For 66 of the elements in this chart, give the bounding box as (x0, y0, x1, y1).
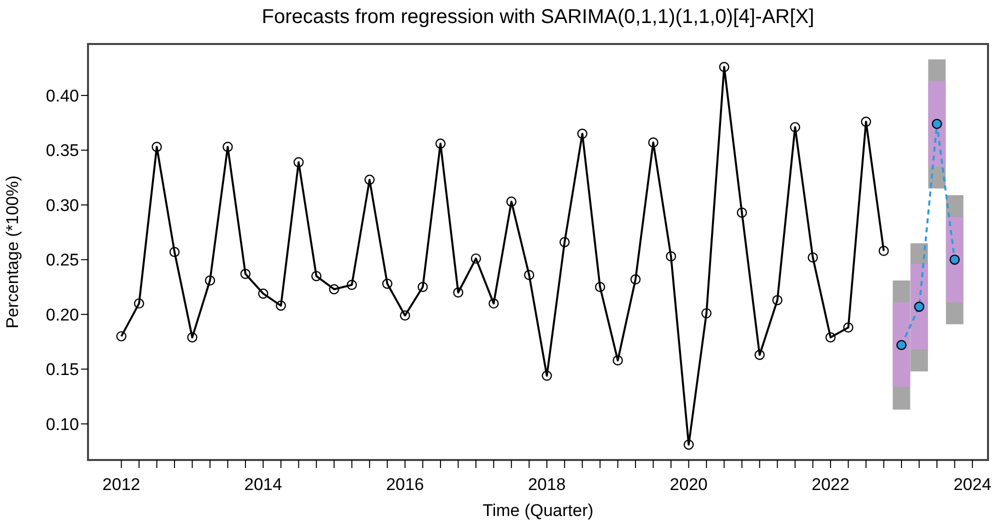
point (896, 340, 907, 350)
point (612, 355, 623, 366)
point (524, 270, 534, 280)
point (754, 350, 765, 360)
point (577, 128, 588, 139)
point (187, 332, 198, 342)
point (222, 142, 233, 152)
point (435, 138, 446, 149)
y-tick-label: 0.35 (46, 141, 79, 160)
point (488, 298, 499, 309)
point (134, 298, 144, 309)
point (914, 302, 924, 312)
point (542, 370, 552, 381)
x-tick-label: 2022 (812, 475, 850, 494)
point (932, 118, 942, 130)
point (559, 237, 570, 248)
x-axis-title: Time (Quarter) (482, 501, 594, 520)
point (666, 251, 676, 262)
point (843, 322, 854, 333)
x-tick-label: 2020 (670, 475, 708, 494)
point (701, 308, 712, 318)
chart-title: Forecasts from regression with SARIMA(0,1,1)(1,1,0)[4]-AR[X] (260, 6, 816, 29)
point (950, 254, 960, 265)
y-tick-label: 0.10 (46, 414, 79, 434)
point (790, 122, 800, 132)
x-tick-label: 2024 (953, 475, 992, 494)
point (878, 246, 889, 256)
x-tick-label: 2016 (386, 475, 424, 494)
point (258, 288, 268, 299)
point (240, 268, 251, 279)
point (860, 116, 872, 127)
point (329, 284, 340, 294)
point (418, 282, 428, 292)
x-tick-label: 2012 (102, 475, 140, 494)
point (684, 440, 694, 450)
point (506, 196, 517, 207)
point (346, 280, 357, 290)
x-tick-label: 2018 (528, 475, 566, 494)
point (594, 282, 606, 292)
point (204, 275, 216, 286)
point (648, 137, 658, 148)
point (772, 295, 782, 306)
y-axis-title: Percentage (*100%) (3, 175, 22, 329)
x-tick-label: 2014 (244, 475, 282, 494)
bar (946, 216, 964, 302)
point (825, 332, 836, 342)
point (808, 252, 818, 263)
point (400, 310, 410, 321)
point (470, 253, 482, 264)
point (116, 331, 126, 342)
y-tick-label: 0.40 (46, 86, 79, 106)
point (453, 287, 464, 298)
point (169, 246, 180, 258)
y-tick-label: 0.30 (46, 196, 79, 215)
point (630, 274, 641, 284)
point (719, 62, 730, 72)
y-tick-label: 0.15 (46, 360, 79, 380)
point (736, 207, 747, 218)
point (311, 270, 322, 282)
point (294, 157, 304, 168)
point (152, 142, 162, 152)
point (382, 278, 392, 289)
point (276, 300, 286, 311)
y-tick-label: 0.25 (46, 250, 79, 270)
point (364, 174, 375, 185)
y-tick-label: 0.20 (46, 305, 79, 324)
